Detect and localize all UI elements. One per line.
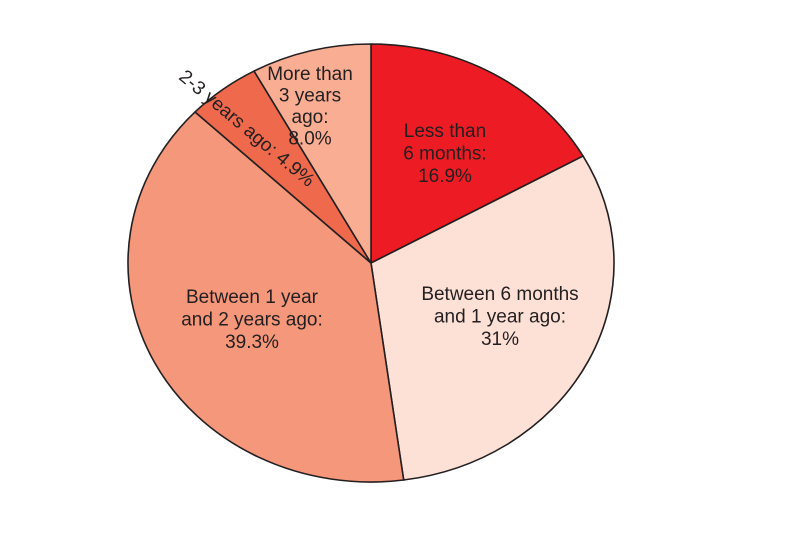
slice-label-5: More than 3 years ago: 8.0% bbox=[267, 64, 353, 150]
slice-label-5-line-3: ago: bbox=[292, 107, 329, 128]
slice-label-1-line-1: Less than bbox=[404, 121, 486, 142]
slice-label-5-line-4: 8.0% bbox=[288, 129, 331, 150]
slice-label-3-line-2: and 2 years ago: bbox=[181, 310, 323, 331]
slice-label-1-line-2: 6 months: bbox=[403, 144, 486, 165]
pie-slice-5 bbox=[253, 43, 372, 264]
slice-label-2-line-1: Between 6 months bbox=[421, 284, 578, 305]
slice-label-3-line-3: 39.3% bbox=[225, 332, 279, 353]
slice-label-2: Between 6 months and 1 year ago: 31% bbox=[421, 284, 578, 350]
slice-label-3-line-1: Between 1 year bbox=[186, 287, 319, 308]
slice-label-1-line-3: 16.9% bbox=[418, 166, 472, 187]
slice-label-5-line-1: More than bbox=[267, 64, 353, 85]
slices-layer bbox=[127, 43, 615, 483]
pie-slice-3 bbox=[127, 111, 405, 483]
slice-label-2-line-2: and 1 year ago: bbox=[434, 307, 566, 328]
slice-label-2-line-3: 31% bbox=[481, 329, 519, 350]
slice-label-5-line-2: 3 years bbox=[279, 86, 341, 107]
pie-slice-2 bbox=[370, 155, 615, 481]
slice-label-1: Less than 6 months: 16.9% bbox=[403, 121, 486, 187]
labels-layer: Less than 6 months: 16.9%Between 6 months a… bbox=[175, 64, 579, 353]
pie-slice-1 bbox=[370, 43, 584, 264]
slice-label-3: Between 1 year and 2 years ago: 39.3% bbox=[181, 287, 323, 353]
